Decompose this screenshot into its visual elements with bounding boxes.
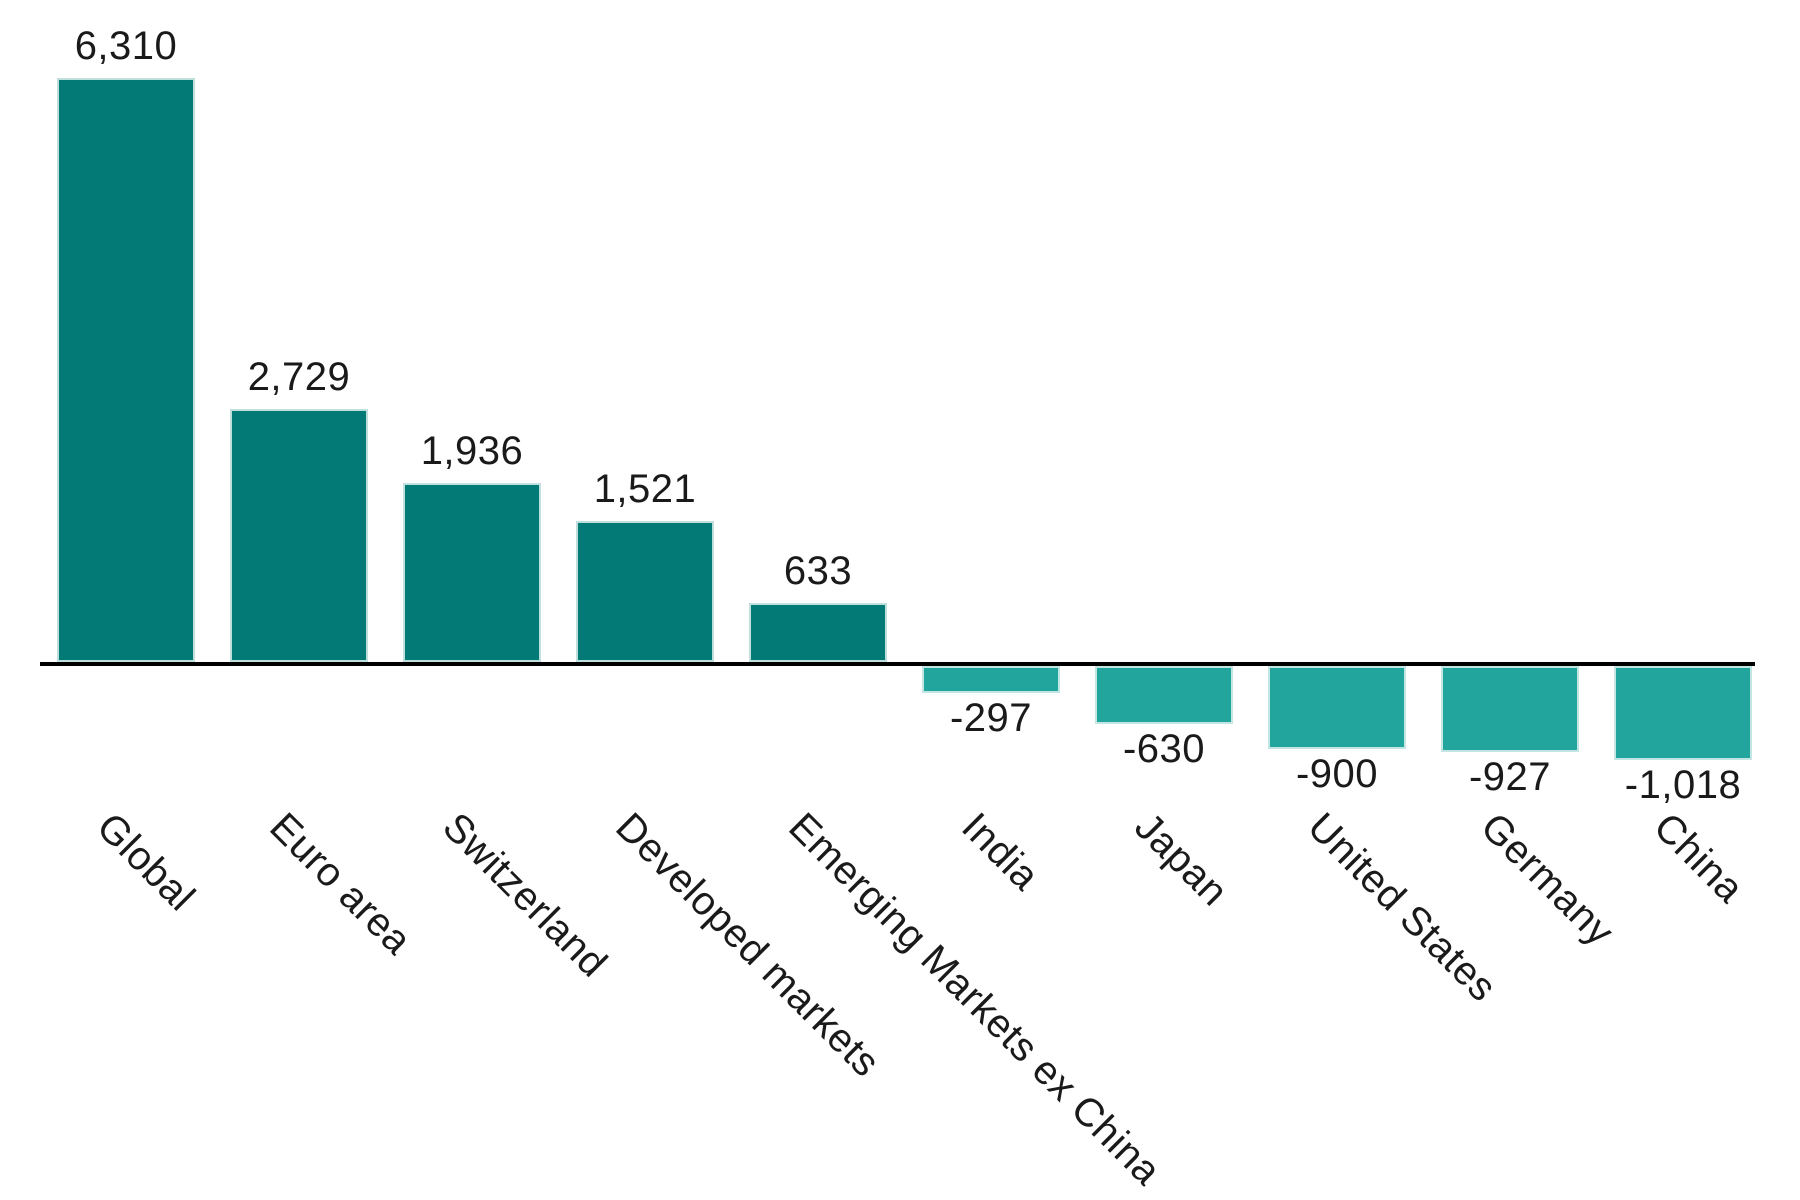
bar-china — [1614, 666, 1752, 760]
bar-india — [922, 666, 1060, 693]
bar-switzerland — [403, 483, 541, 662]
value-label-japan: -630 — [1122, 727, 1206, 771]
bar-united-states — [1268, 666, 1406, 749]
category-label-india: India — [953, 804, 1048, 899]
category-label-emerging-markets-ex-china: Emerging Markets ex China — [780, 804, 1170, 1194]
value-label-switzerland: 1,936 — [420, 429, 524, 473]
category-label-euro-area: Euro area — [261, 804, 420, 964]
category-label-germany: Germany — [1472, 804, 1623, 955]
value-label-germany: -927 — [1468, 755, 1552, 799]
bar-euro-area — [230, 409, 368, 662]
bar-japan — [1095, 666, 1233, 724]
value-label-euro-area: 2,729 — [247, 355, 351, 399]
value-label-developed-markets: 1,521 — [593, 467, 697, 511]
bar-emerging-markets-ex-china — [749, 603, 887, 662]
value-label-emerging-markets-ex-china: 633 — [783, 549, 853, 593]
value-label-global: 6,310 — [74, 24, 178, 68]
category-label-switzerland: Switzerland — [434, 804, 616, 986]
bar-developed-markets — [576, 521, 714, 662]
category-label-global: Global — [88, 804, 204, 920]
value-label-united-states: -900 — [1295, 752, 1379, 796]
category-label-china: China — [1645, 804, 1753, 912]
bar-germany — [1441, 666, 1579, 752]
bar-global — [57, 78, 195, 662]
category-label-japan: Japan — [1126, 804, 1237, 915]
value-label-china: -1,018 — [1624, 763, 1742, 807]
value-label-india: -297 — [949, 696, 1033, 740]
x-axis-line — [40, 662, 1755, 666]
